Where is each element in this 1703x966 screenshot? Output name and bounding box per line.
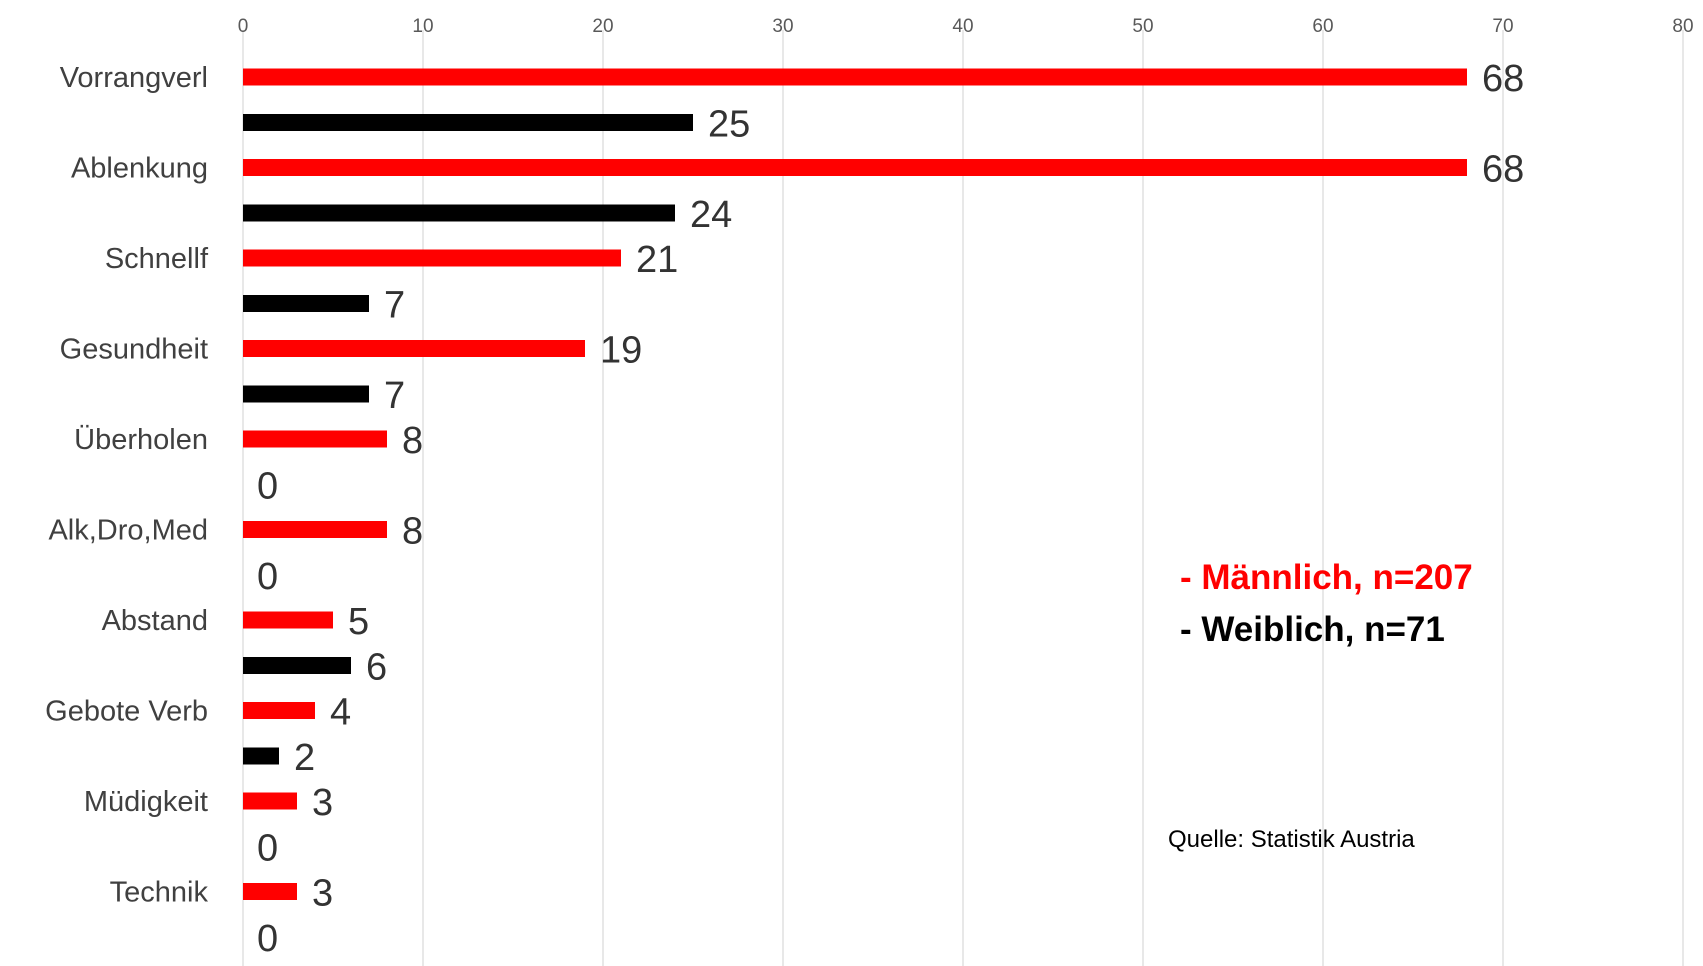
legend-female: - Weiblich, n=71 [1180, 610, 1445, 649]
bar-female-6 [243, 657, 351, 674]
category-label: Müdigkeit [84, 786, 208, 818]
bar-male-4 [243, 430, 387, 448]
x-axis-ticks: 0 10 20 30 40 50 60 70 80 [238, 16, 1694, 37]
category-label: Gebote Verb [45, 696, 208, 728]
value-labels: 68 68 21 19 8 8 5 4 3 3 25 24 7 7 0 0 6 2 0 0 [257, 58, 1524, 960]
category-label: Alk,Dro,Med [48, 515, 208, 547]
data-label: 3 [312, 873, 333, 915]
category-label: Gesundheit [60, 334, 208, 366]
x-tick-label: 60 [1312, 16, 1333, 37]
data-label: 0 [257, 466, 278, 508]
data-label: 7 [384, 375, 405, 417]
data-label: 8 [402, 511, 423, 553]
category-label: Überholen [74, 424, 208, 456]
category-label: Vorrangverl [60, 62, 208, 94]
x-tick-label: 50 [1132, 16, 1153, 37]
data-label: 8 [402, 420, 423, 462]
category-label: Schnellf [105, 243, 209, 275]
data-label: 5 [348, 601, 369, 643]
bar-female-3 [243, 385, 369, 403]
category-label: Ablenkung [71, 153, 208, 185]
data-label: 2 [294, 737, 315, 779]
x-tick-label: 30 [772, 16, 793, 37]
x-tick-label: 0 [238, 16, 249, 37]
bar-male-3 [243, 340, 585, 357]
data-label: 24 [690, 194, 732, 236]
data-label: 4 [330, 692, 351, 734]
source-note: Quelle: Statistik Austria [1168, 826, 1415, 853]
bar-male-7 [243, 702, 315, 719]
bar-female-2 [243, 295, 369, 312]
x-tick-label: 20 [592, 16, 613, 37]
data-label: 0 [257, 556, 278, 598]
bar-female-7 [243, 747, 279, 765]
data-label: 6 [366, 647, 387, 689]
x-tick-label: 10 [412, 16, 433, 37]
data-label: 68 [1482, 149, 1524, 191]
data-label: 0 [257, 828, 278, 870]
bar-female-0 [243, 114, 693, 131]
bar-male-1 [243, 159, 1467, 176]
category-label: Abstand [102, 605, 208, 637]
data-label: 0 [257, 918, 278, 960]
bar-male-2 [243, 249, 621, 267]
data-label: 21 [636, 239, 678, 281]
data-label: 3 [312, 782, 333, 824]
category-label: Technik [110, 877, 209, 909]
data-label: 7 [384, 285, 405, 327]
bar-male-6 [243, 611, 333, 629]
bar-male-9 [243, 883, 297, 900]
bars [243, 68, 1467, 900]
legend-male: - Männlich, n=207 [1180, 558, 1473, 597]
x-tick-label: 70 [1492, 16, 1513, 37]
bar-male-8 [243, 792, 297, 810]
data-label: 68 [1482, 58, 1524, 100]
gridlines [242, 30, 1684, 966]
category-labels: Vorrangverl Ablenkung Schnellf Gesundheit Üb… [45, 62, 209, 909]
data-label: 25 [708, 104, 750, 146]
bar-female-1 [243, 204, 675, 222]
bar-male-0 [243, 68, 1467, 86]
bar-male-5 [243, 521, 387, 538]
x-tick-label: 40 [952, 16, 973, 37]
data-label: 19 [600, 330, 642, 372]
x-tick-label: 80 [1672, 16, 1693, 37]
